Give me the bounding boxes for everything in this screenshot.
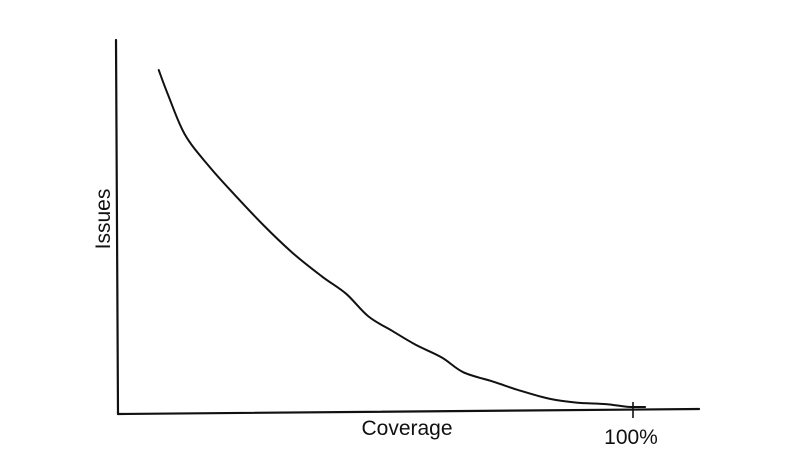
x-axis-label: Coverage — [361, 417, 452, 440]
series-line — [157, 69, 647, 409]
y-axis-line — [114, 38, 120, 416]
x-axis-line — [116, 407, 701, 416]
x-tick-label-100: 100% — [604, 426, 658, 449]
y-axis-label: Issues — [92, 189, 115, 250]
